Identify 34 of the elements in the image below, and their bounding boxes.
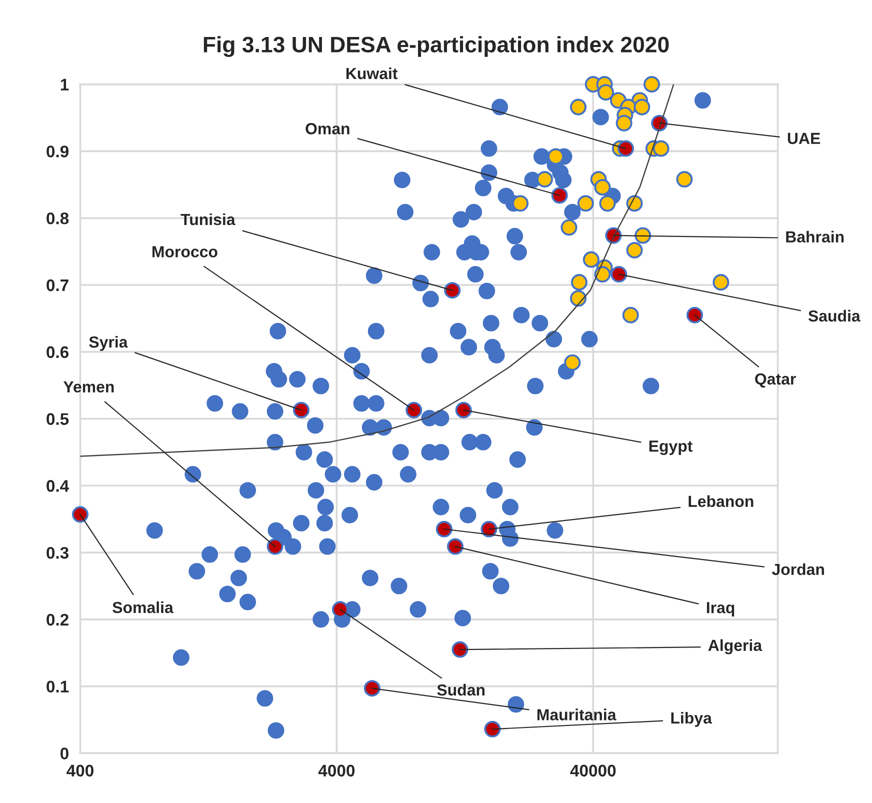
annotation: UAE	[788, 132, 820, 144]
annotation: Qatar	[755, 373, 796, 388]
x-tick-label: 400	[66, 764, 94, 777]
annotation: Libya	[671, 712, 712, 727]
y-tick-label: 0.7	[46, 279, 68, 292]
annotation: Iraq	[706, 602, 734, 616]
annotation: Algeria	[708, 639, 762, 654]
annotation: Yemen	[63, 381, 114, 392]
y-tick-label: 0.9	[46, 146, 68, 158]
y-tick-label: 0.8	[46, 212, 69, 224]
annotation: Jordan	[772, 563, 824, 576]
y-tick-label: 0.1	[46, 680, 69, 693]
annotation: Kuwait	[346, 67, 398, 80]
annotation: Oman	[306, 123, 350, 134]
annotation: Somalia	[112, 601, 174, 614]
annotation: Sudan	[437, 684, 484, 696]
y-tick-label: 1	[60, 78, 69, 90]
y-tick-label: 0.6	[46, 346, 69, 358]
y-tick-label: 0	[60, 748, 68, 760]
annotation: Morocco	[152, 246, 218, 258]
x-tick-label: 4000	[318, 764, 355, 777]
y-tick-label: 0.4	[46, 480, 70, 492]
annotation: Egypt	[649, 440, 693, 456]
x-tick-label: 40000	[570, 764, 616, 777]
chart-title: Fig 3.13 UN DESA e-participation index 2020	[204, 36, 669, 57]
y-tick-label: 0.5	[46, 413, 69, 425]
annotation: Mauritania	[537, 708, 616, 720]
y-tick-label: 0.3	[46, 546, 69, 559]
annotation: Bahrain	[786, 230, 844, 243]
annotation: Syria	[89, 336, 128, 351]
annotation: Tunisia	[180, 213, 236, 226]
annotation: Saudia	[808, 310, 860, 322]
y-tick-label: 0.2	[46, 614, 68, 626]
annotation: Lebanon	[688, 495, 754, 508]
